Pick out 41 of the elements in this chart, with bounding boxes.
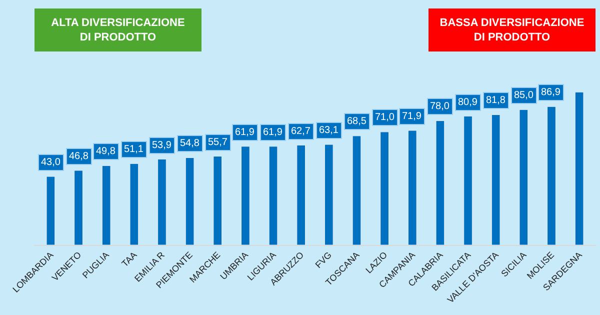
data-label: 78,0 xyxy=(430,101,450,112)
data-label: 54,8 xyxy=(180,138,200,149)
bar xyxy=(519,109,528,245)
bar xyxy=(574,92,584,245)
bar xyxy=(380,132,389,245)
bar xyxy=(46,176,56,245)
data-label: 86,9 xyxy=(541,87,561,98)
bar xyxy=(130,163,139,245)
bar xyxy=(213,156,222,245)
data-label: 80,9 xyxy=(458,97,478,108)
bar xyxy=(352,136,362,245)
data-label: 62,7 xyxy=(291,126,311,137)
bar xyxy=(158,158,166,245)
bar xyxy=(436,120,445,245)
data-label: 68,5 xyxy=(347,116,367,127)
bar xyxy=(185,157,194,245)
data-label: 43,0 xyxy=(41,157,61,168)
bar xyxy=(74,170,83,245)
bar xyxy=(102,165,111,245)
bar xyxy=(464,116,472,245)
data-label: 71,9 xyxy=(402,111,422,122)
text: BASSA DIVERSIFICAZIONE DI PRODOTTO xyxy=(440,17,584,44)
data-label: 85,0 xyxy=(514,90,534,101)
bar xyxy=(324,144,334,245)
data-label: 63,1 xyxy=(319,125,339,136)
data-label: 49,8 xyxy=(96,146,116,157)
data-label: 71,0 xyxy=(375,112,395,123)
data-label: 55,7 xyxy=(208,137,228,148)
bar xyxy=(241,146,250,245)
data-label: 51,1 xyxy=(124,144,144,155)
bar xyxy=(547,106,556,245)
data-label: 61,9 xyxy=(235,127,255,138)
data-label: 81,8 xyxy=(486,95,506,106)
data-label: 53,9 xyxy=(152,140,172,151)
data-label: 46,8 xyxy=(69,151,89,162)
bar xyxy=(408,130,417,245)
data-label: 61,9 xyxy=(263,127,283,138)
text: ALTA DIVERSIFICAZIONE DI PRODOTTO xyxy=(51,17,185,44)
bar xyxy=(491,114,500,245)
bar xyxy=(296,144,306,245)
bar xyxy=(268,146,278,245)
